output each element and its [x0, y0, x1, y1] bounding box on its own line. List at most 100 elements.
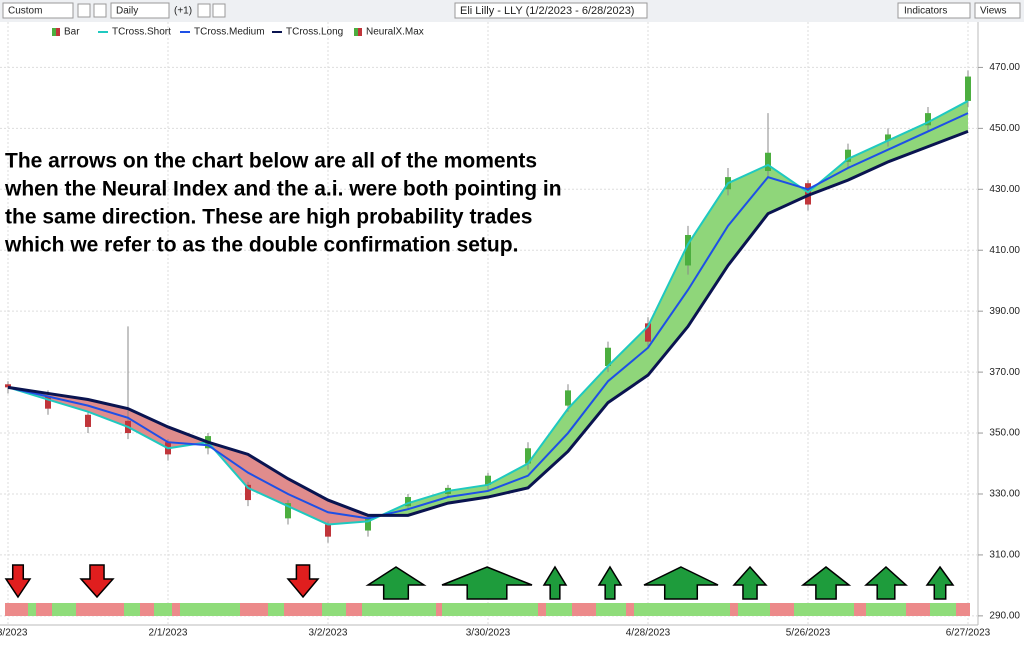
- buy-arrow: [800, 566, 852, 600]
- signal-segment: [906, 603, 930, 616]
- buy-arrow: [365, 566, 427, 600]
- signal-segment: [362, 603, 436, 616]
- signal-segment: [52, 603, 76, 616]
- cloud-fill: [648, 244, 688, 376]
- y-tick-label: 290.00: [989, 611, 1020, 622]
- indicators-button[interactable]: [897, 2, 971, 19]
- signal-segment: [436, 603, 442, 616]
- buy-arrow: [732, 565, 768, 600]
- signal-segment: [172, 603, 180, 616]
- signal-segment: [770, 603, 794, 616]
- cloud-fill: [768, 164, 808, 214]
- range-text: Custom: [8, 6, 42, 17]
- signal-segment: [866, 603, 906, 616]
- y-tick-label: 370.00: [989, 367, 1020, 378]
- candle-body: [525, 448, 531, 464]
- signal-segment: [240, 603, 268, 616]
- indicator-line: [7, 130, 969, 517]
- signal-segment: [854, 603, 866, 616]
- signal-segment: [794, 603, 854, 616]
- interval-select[interactable]: [110, 2, 170, 19]
- y-tick-label: 330.00: [989, 489, 1020, 500]
- indicator-line: [7, 100, 969, 526]
- sell-arrow: [79, 564, 115, 599]
- signal-segment: [76, 603, 124, 616]
- legend-label: TCross.Long: [286, 27, 343, 38]
- candle-body: [965, 76, 971, 101]
- signal-segment: [28, 603, 36, 616]
- zoom-out[interactable]: [93, 3, 107, 18]
- x-tick-label: 1/3/2023: [0, 628, 28, 639]
- x-tick-label: 5/26/2023: [786, 628, 831, 639]
- cloud-fill: [328, 500, 368, 525]
- candle-body: [325, 524, 331, 537]
- candle-body: [605, 347, 611, 367]
- indicators-text: Indicators: [904, 6, 947, 17]
- offset-minus[interactable]: [212, 3, 226, 18]
- signal-segment: [956, 603, 970, 616]
- legend-label: Bar: [64, 27, 80, 38]
- candle-body: [285, 503, 291, 519]
- candle-body: [685, 235, 691, 266]
- annotation: The arrows on the chart below are all of…: [5, 150, 537, 173]
- candle-body: [485, 475, 491, 485]
- views-button[interactable]: [974, 2, 1021, 19]
- x-tick-label: 6/27/2023: [946, 628, 991, 639]
- signal-segment: [346, 603, 362, 616]
- candle-body: [45, 396, 51, 409]
- x-tick-label: 4/28/2023: [626, 628, 671, 639]
- signal-segment: [140, 603, 154, 616]
- legend-label: TCross.Short: [112, 27, 171, 38]
- signal-segment: [268, 603, 284, 616]
- legend-swatch: [52, 28, 56, 36]
- candle-body: [885, 134, 891, 141]
- symbol-box[interactable]: [454, 2, 648, 19]
- offset-plus[interactable]: [197, 3, 211, 18]
- y-tick-label: 390.00: [989, 306, 1020, 317]
- legend-swatch: [56, 28, 60, 36]
- signal-segment: [284, 603, 322, 616]
- sell-arrow: [4, 564, 32, 599]
- signal-segment: [154, 603, 172, 616]
- legend-label: NeuralX.Max: [366, 27, 424, 38]
- signal-segment: [322, 603, 346, 616]
- cloud-fill: [528, 408, 568, 488]
- signal-segment: [546, 603, 572, 616]
- y-tick-label: 450.00: [989, 123, 1020, 134]
- signal-segment: [124, 603, 140, 616]
- signal-segment: [930, 603, 956, 616]
- offset-text: (+1): [174, 6, 192, 17]
- annotation: the same direction. These are high proba…: [5, 206, 532, 229]
- legend-swatch: [354, 28, 358, 36]
- y-tick-label: 410.00: [989, 245, 1020, 256]
- candle-body: [365, 518, 371, 531]
- zoom-in[interactable]: [77, 3, 91, 18]
- legend-swatch: [358, 28, 362, 36]
- signal-segment: [626, 603, 634, 616]
- candle-body: [85, 414, 91, 427]
- signal-segment: [730, 603, 738, 616]
- cloud-fill: [288, 478, 328, 525]
- buy-arrow: [441, 566, 533, 600]
- cloud-fill: [848, 140, 888, 181]
- signal-segment: [596, 603, 626, 616]
- signal-segment: [738, 603, 770, 616]
- signal-segment: [5, 603, 28, 616]
- buy-arrow: [542, 565, 568, 600]
- range-select[interactable]: [2, 2, 74, 19]
- signal-segment: [634, 603, 730, 616]
- signal-segment: [442, 603, 538, 616]
- candle-body: [645, 323, 651, 342]
- buy-arrow: [597, 565, 623, 600]
- indicator-line: [7, 112, 969, 520]
- signal-segment: [538, 603, 546, 616]
- candle-body: [405, 497, 411, 507]
- candle-body: [565, 390, 571, 406]
- y-tick-label: 310.00: [989, 550, 1020, 561]
- signal-segment: [572, 603, 596, 616]
- legend-label: TCross.Medium: [194, 27, 265, 38]
- buy-arrow: [643, 566, 719, 600]
- views-text: Views: [980, 6, 1007, 17]
